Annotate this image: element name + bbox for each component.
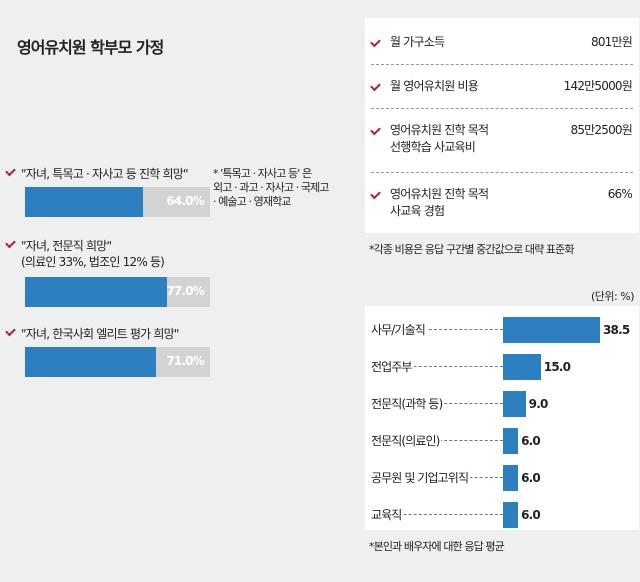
footnote-line: 외고 · 과고 · 자사고 · 국제고 <box>213 181 329 194</box>
stat-divider <box>371 64 633 65</box>
stat-label: 월 영어유치원 비용 <box>390 79 479 93</box>
aspiration-bar-value: 71.0% <box>166 354 204 368</box>
category-label: 교육직 <box>371 506 404 523</box>
aspiration-bar-track: 64.0% <box>25 187 210 217</box>
check-icon <box>370 124 381 136</box>
aspiration-label-line2: (의료인 33%, 법조인 12% 등) <box>21 255 165 269</box>
stat-label-line1: 영어유치원 진학 목적 <box>390 187 489 201</box>
bar <box>503 428 519 454</box>
occupation-chart: 사무/기술직 38.5 전업주부 15.0 전문직(과학 등) 9.0 전문직(의료인) 6.… <box>365 306 639 530</box>
stat-label-line2: 사교육 경험 <box>390 204 445 218</box>
aspiration-label: "자녀, 한국사회 엘리트 평가 희망" <box>21 327 179 341</box>
stat-divider <box>371 108 633 109</box>
category-label: 사무/기술직 <box>371 321 427 338</box>
aspiration-bar-track: 71.0% <box>25 347 210 377</box>
chart-footnote: *본인과 배우자에 대한 응답 평균 <box>369 540 505 553</box>
bar <box>503 502 519 528</box>
stats-footnote: *각종 비용은 응답 구간별 중간값으로 대략 표준화 <box>369 243 574 256</box>
check-icon <box>5 165 16 177</box>
aspiration-bar-fill <box>25 187 144 217</box>
bar <box>503 354 541 380</box>
check-icon <box>5 325 16 337</box>
bar-value-label: 15.0 <box>543 360 571 374</box>
bar-value-label: 9.0 <box>528 397 549 411</box>
chart-row: 사무/기술직 38.5 <box>365 317 639 343</box>
aspiration-bar-value: 64.0% <box>166 194 204 208</box>
stat-label-line1: 영어유치원 진학 목적 <box>390 123 489 137</box>
aspiration-bar-fill <box>25 277 168 307</box>
category-label: 공무원 및 기업고위직 <box>371 469 471 486</box>
leader-line <box>373 366 503 367</box>
bar-value-label: 38.5 <box>603 323 630 337</box>
bar-value-label: 6.0 <box>521 471 541 485</box>
category-label: 전문직(의료인) <box>371 432 442 449</box>
household-stats-panel: 월 가구소득 801만원 월 영어유치원 비용 142만5000원 영어유치원 … <box>365 18 639 233</box>
chart-row: 전문직(과학 등) 9.0 <box>365 391 639 417</box>
aspiration-bar-track: 77.0% <box>25 277 210 307</box>
chart-row: 전업주부 15.0 <box>365 354 639 380</box>
check-icon <box>370 80 381 92</box>
bar <box>503 391 526 417</box>
stat-divider <box>371 172 633 173</box>
leader-line <box>373 329 503 330</box>
stat-value: 142만5000원 <box>563 79 633 93</box>
aspiration-bar-value: 77.0% <box>166 284 204 298</box>
stat-value: 66% <box>607 187 633 201</box>
chart-row: 전문직(의료인) 6.0 <box>365 428 639 454</box>
check-icon <box>370 36 381 48</box>
aspiration-label-line1: "자녀, 전문직 희망" <box>21 239 112 253</box>
stat-label: 월 가구소득 <box>390 35 445 49</box>
stat-value: 801만원 <box>591 35 633 49</box>
chart-row: 공무원 및 기업고위직 6.0 <box>365 465 639 491</box>
footnote-line: * '특목고 · 자사고 등' 은 <box>213 167 312 180</box>
leader-line <box>373 514 503 515</box>
aspiration-footnote: * '특목고 · 자사고 등' 은 외고 · 과고 · 자사고 · 국제고 · … <box>213 167 329 209</box>
category-label: 전업주부 <box>371 358 414 375</box>
aspiration-bar-fill <box>25 347 157 377</box>
aspiration-label: "자녀, 전문직 희망" (의료인 33%, 법조인 12% 등) <box>21 238 165 270</box>
bar-value-label: 6.0 <box>521 434 541 448</box>
category-label: 전문직(과학 등) <box>371 395 445 412</box>
stat-label: 영어유치원 진학 목적 사교육 경험 <box>390 186 489 220</box>
stat-label: 영어유치원 진학 목적 선행학습 사교육비 <box>390 122 489 156</box>
page-title: 영어유치원 학부모 가정 <box>17 38 164 57</box>
check-icon <box>370 188 381 200</box>
bar-value-label: 6.0 <box>521 508 541 522</box>
stat-label-line2: 선행학습 사교육비 <box>390 140 476 154</box>
chart-row: 교육직 6.0 <box>365 502 639 528</box>
aspiration-label: "자녀, 특목고 · 자사고 등 진학 희망" <box>21 167 188 181</box>
unit-label: (단위: %) <box>591 290 634 303</box>
stat-value: 85만2500원 <box>570 123 633 137</box>
bar <box>503 317 600 343</box>
footnote-line: · 예술고 · 영재학교 <box>213 195 291 208</box>
check-icon <box>5 237 16 249</box>
bar <box>503 465 519 491</box>
